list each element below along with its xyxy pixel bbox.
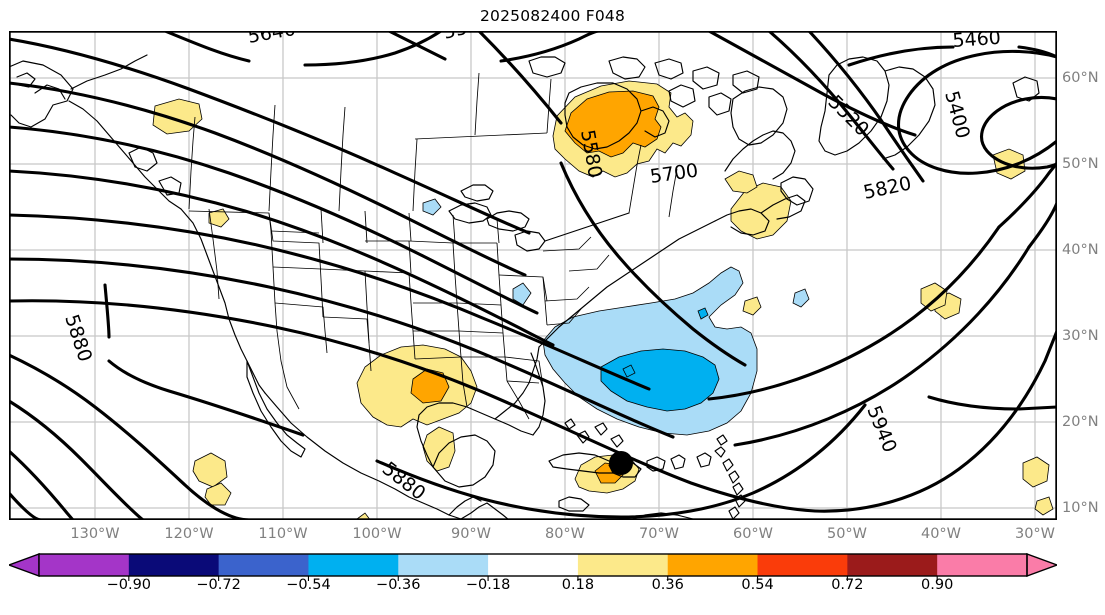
colorbar-tick-label: 0.90 xyxy=(921,577,954,593)
lon-tick-110w: 110°W xyxy=(258,526,308,542)
colorbar-segment xyxy=(667,554,759,576)
contour-5460-loop xyxy=(897,49,1057,175)
shade-region-newfoundland xyxy=(730,182,792,240)
contour-d xyxy=(9,169,555,347)
colorbar[interactable]: −0.90 −0.72 −0.54 −0.36 −0.18 0.18 0.36 0.54 0.7… xyxy=(6,551,1060,611)
shade-region-hudson-core xyxy=(564,90,662,158)
shade-region-atlantic-small-a xyxy=(742,296,762,316)
shade-region-watl-core xyxy=(600,348,720,412)
colorbar-tick-label: −0.72 xyxy=(196,577,241,593)
lon-tick-90w: 90°W xyxy=(450,526,492,542)
lon-tick-100w: 100°W xyxy=(352,526,402,542)
contour-5580 xyxy=(477,31,747,367)
lat-tick-40n: 40°N xyxy=(1062,242,1099,258)
colorbar-ticks xyxy=(128,576,938,581)
lon-tick-60w: 60°W xyxy=(732,526,774,542)
colorbar-segment xyxy=(128,554,220,576)
map-panel[interactable]: 5640 5520 5460 5400 5520 5580 5700 5820 … xyxy=(9,31,1057,520)
colorbar-tick-label: 0.72 xyxy=(831,577,864,593)
colorbar-tick-label: −0.36 xyxy=(376,577,421,593)
colorbar-segments xyxy=(6,552,1060,578)
state-borders xyxy=(188,72,678,420)
shade-region-baja-a xyxy=(192,452,228,488)
lon-tick-130w: 130°W xyxy=(70,526,120,542)
contour-b xyxy=(9,81,527,277)
map-svg: 5640 5520 5460 5400 5520 5580 5700 5820 … xyxy=(9,31,1057,520)
colorbar-extend-over xyxy=(1026,552,1060,578)
colorbar-tick-label: −0.90 xyxy=(106,577,152,593)
shade-region-yucatan xyxy=(422,426,456,472)
colorbar-segment xyxy=(577,554,669,576)
colorbar-tick-label: −0.18 xyxy=(465,577,511,593)
contour-i xyxy=(9,399,145,520)
lat-tick-60n: 60°N xyxy=(1062,70,1099,86)
shade-region-watl-dot-a xyxy=(622,364,636,378)
colorbar-segment xyxy=(218,554,309,576)
contour-5940 xyxy=(9,353,251,520)
contour-h xyxy=(9,299,1057,513)
colorbar-segment xyxy=(757,554,848,576)
colorbar-segment xyxy=(39,554,130,576)
lon-tick-80w: 80°W xyxy=(544,526,586,542)
colorbar-segment xyxy=(847,554,938,576)
shade-region-labrador xyxy=(724,170,758,194)
lat-tick-10n: 10°N xyxy=(1062,500,1099,516)
colorbar-segment xyxy=(398,554,489,576)
shade-region-pacific-tiny xyxy=(356,512,371,520)
colorbar-segment xyxy=(937,554,1028,576)
contour-5700 xyxy=(9,213,1001,401)
colorbar-outline xyxy=(38,553,1028,577)
colorbar-tick-label: −0.54 xyxy=(286,577,331,593)
contour-5400-loop xyxy=(980,95,1057,170)
contour-j xyxy=(9,449,75,520)
lat-tick-20n: 20°N xyxy=(1062,414,1099,430)
storm-center-marker[interactable] xyxy=(609,451,633,475)
lat-tick-50n: 50°N xyxy=(1062,156,1099,172)
lon-tick-40w: 40°W xyxy=(920,526,962,542)
shade-region-atl-yellow-40n xyxy=(920,282,948,312)
colorbar-svg xyxy=(6,552,1060,581)
contour-5820 xyxy=(9,245,1031,447)
contour-e xyxy=(807,31,925,183)
lon-tick-30w: 30°W xyxy=(1014,526,1056,542)
lon-tick-50w: 50°W xyxy=(826,526,868,542)
lat-tick-30n: 30°N xyxy=(1062,328,1099,344)
contour-label-5460: 5460 xyxy=(952,31,1002,52)
contour-5880 xyxy=(103,283,1057,519)
shade-region-greatlakes xyxy=(422,198,442,216)
contour-c xyxy=(9,125,539,315)
contour-a xyxy=(9,37,531,235)
contour-f xyxy=(997,161,1057,229)
colorbar-extend-under xyxy=(6,552,40,578)
shade-region-watl-dot-b xyxy=(697,307,709,320)
colorbar-segment xyxy=(488,554,579,576)
page-title: 2025082400 F048 xyxy=(479,7,626,25)
shade-region-east-atlantic-edge2 xyxy=(1034,496,1054,516)
contour-5520-right xyxy=(707,31,917,137)
lon-tick-120w: 120°W xyxy=(164,526,214,542)
shade-region-appalachia xyxy=(512,282,532,306)
colorbar-segment xyxy=(308,554,399,576)
contour-5640 xyxy=(163,31,443,67)
map-frame xyxy=(9,31,1057,520)
shade-region-colorado xyxy=(208,208,230,228)
lon-tick-70w: 70°W xyxy=(638,526,680,542)
shade-region-baja-b xyxy=(204,482,232,506)
colorbar-tick-label: 0.36 xyxy=(651,577,684,593)
colorbar-tick-label: 0.54 xyxy=(741,577,774,593)
colorbar-tick-label: 0.18 xyxy=(561,577,595,593)
shade-region-atlantic-small-b xyxy=(792,288,810,308)
shade-region-east-atlantic-edge xyxy=(1022,456,1050,488)
height-contours xyxy=(9,31,1057,520)
contour-5520-arc xyxy=(767,31,895,171)
